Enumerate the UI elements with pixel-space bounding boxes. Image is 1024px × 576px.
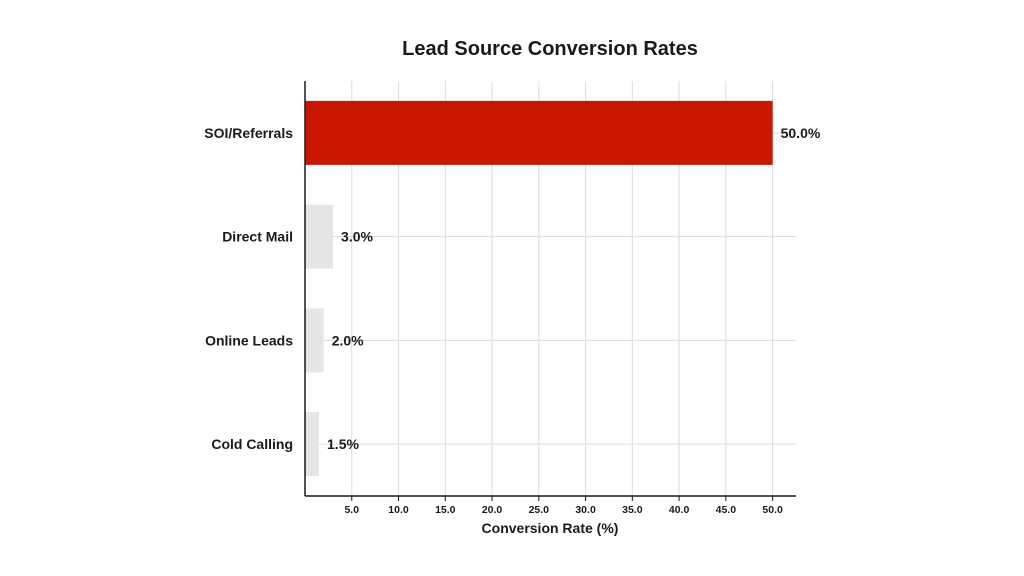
data-label: 3.0% (341, 229, 373, 245)
bars (305, 100, 773, 477)
x-tick-label: 15.0 (435, 504, 456, 516)
axes (304, 81, 796, 501)
x-tick-label: 45.0 (716, 504, 737, 516)
category-label: Cold Calling (211, 436, 293, 452)
category-label: SOI/Referrals (204, 125, 293, 141)
bar (305, 308, 324, 373)
bar (305, 100, 773, 165)
chart-title: Lead Source Conversion Rates (402, 38, 698, 60)
data-label: 1.5% (327, 436, 359, 452)
x-tick-label: 10.0 (388, 504, 409, 516)
x-tick-label: 40.0 (669, 504, 690, 516)
x-tick-label: 30.0 (575, 504, 596, 516)
bar (305, 412, 320, 477)
x-tick-label: 20.0 (482, 504, 503, 516)
category-label: Online Leads (205, 332, 293, 348)
category-label: Direct Mail (222, 229, 293, 245)
x-axis-title: Conversion Rate (%) (482, 520, 619, 536)
x-tick-label: 25.0 (529, 504, 550, 516)
bar (305, 204, 334, 269)
labels: 5.0 10.0 15.0 20.0 25.0 30.0 35.0 40.0 45.0 50.0 S… (204, 125, 821, 516)
x-tick-label: 35.0 (622, 504, 643, 516)
x-tick-label: 50.0 (762, 504, 783, 516)
data-label: 2.0% (332, 332, 364, 348)
x-tick-label: 5.0 (344, 504, 359, 516)
data-label: 50.0% (781, 125, 821, 141)
